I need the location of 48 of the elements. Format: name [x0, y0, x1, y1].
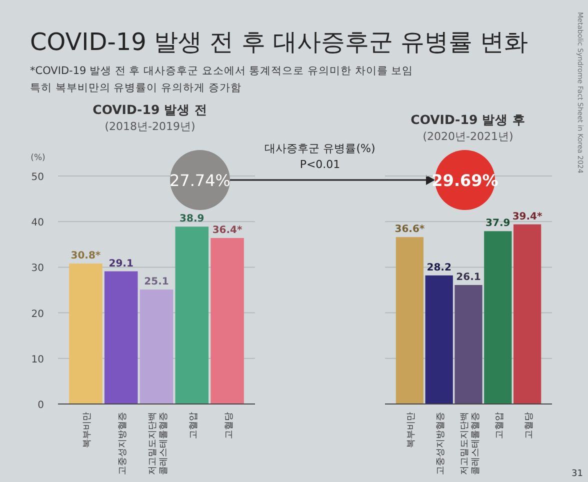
text: *COVID-19 발생 전 후 대사증후군 요소에서 통계적으로 유의미한 차이를 보임: [30, 65, 414, 77]
x-tick-label: 고중성지방혈증: [118, 412, 128, 475]
x-tick-label: 고혈압: [188, 412, 199, 439]
text: 대사증후군 유병률(%): [264, 142, 376, 155]
y-tick-label: 0: [38, 400, 44, 411]
bar: [175, 226, 209, 404]
chart-title: COVID-19 발생 후: [410, 112, 526, 127]
text: COVID-19 발생 전 후 대사증후군 유병률 변화: [30, 28, 528, 56]
x-tick-label: 고혈당: [524, 412, 534, 439]
bar: [69, 264, 102, 404]
bar: [140, 290, 174, 404]
data-label: 26.1: [456, 272, 481, 283]
text: 특히 복부비만의 유병률이 유의하게 증가함: [30, 82, 242, 94]
text: 31: [572, 469, 583, 479]
data-label: 36.6*: [394, 224, 426, 236]
y-tick-label: 50: [31, 172, 44, 183]
annotation: 27.74%: [169, 171, 231, 190]
y-tick-label: 40: [31, 218, 44, 229]
bar: [104, 271, 138, 404]
data-label: 25.1: [144, 276, 169, 288]
text: P<0.01: [300, 158, 340, 171]
data-label: 29.1: [108, 258, 134, 270]
bar: [484, 231, 512, 404]
data-label: 38.9: [180, 214, 204, 225]
y-axis-title: (%): [30, 153, 46, 163]
x-tick-label: 고중성지방혈증: [436, 412, 446, 475]
chart-subtitle: (2018년-2019년): [104, 120, 196, 133]
bar: [210, 238, 244, 404]
x-tick-label: 저고밀도지단백 콜레스테롤혈증: [148, 412, 169, 475]
y-tick-label: 10: [31, 354, 44, 366]
data-label: 36.4*: [212, 225, 244, 236]
x-tick-label: 복부비만: [82, 412, 93, 448]
data-label: 39.4*: [512, 211, 544, 222]
bar: [454, 284, 482, 404]
bar: [425, 275, 453, 404]
x-tick-label: 고혈압: [494, 412, 505, 439]
x-tick-label: 저고밀도지단백 콜레스테롤혈증: [460, 412, 481, 475]
data-label: 30.8*: [70, 250, 102, 262]
data-label: 28.2: [426, 262, 452, 274]
bar: [396, 237, 424, 404]
y-tick-label: 30: [31, 263, 44, 274]
data-label: 37.9: [486, 218, 510, 230]
chart-subtitle: (2020년-2021년): [422, 130, 514, 143]
y-tick-label: 20: [31, 308, 44, 320]
bar: [513, 224, 542, 404]
x-tick-label: 복부비만: [406, 412, 417, 448]
x-tick-label: 고혈당: [224, 412, 234, 439]
chart-title: COVID-19 발생 전: [92, 102, 208, 117]
